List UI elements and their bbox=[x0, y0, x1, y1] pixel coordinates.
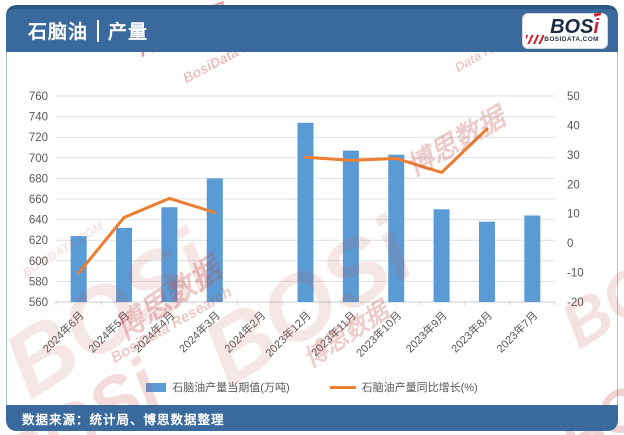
svg-text:2023年10月: 2023年10月 bbox=[353, 308, 404, 359]
svg-text:-20: -20 bbox=[567, 297, 584, 309]
logo-text: BOSi bbox=[550, 15, 599, 38]
logo-subtext: BOSIDATA.COM bbox=[544, 35, 599, 43]
chart-panel: 560 580 600 620 640 660 680 700 720 740 760 -20 -10 0… bbox=[6, 52, 618, 405]
header-bar: 石脑油 产量 BOSi BOSIDATA.COM bbox=[6, 5, 618, 52]
title-left: 石脑油 bbox=[28, 22, 89, 43]
svg-text:720: 720 bbox=[29, 132, 48, 144]
svg-text:0: 0 bbox=[567, 238, 573, 250]
svg-text:2024年2月: 2024年2月 bbox=[221, 308, 268, 355]
title-right: 产量 bbox=[108, 22, 149, 43]
svg-text:760: 760 bbox=[29, 91, 48, 103]
svg-text:-10: -10 bbox=[567, 268, 584, 280]
title-divider bbox=[97, 19, 100, 42]
svg-text:50: 50 bbox=[567, 91, 580, 103]
svg-text:2024年6月: 2024年6月 bbox=[40, 308, 87, 355]
bosi-logo: BOSi BOSIDATA.COM bbox=[522, 12, 608, 49]
logo-stripes-icon bbox=[526, 34, 544, 44]
production-chart: 560 580 600 620 640 660 680 700 720 740 760 -20 -10 0… bbox=[29, 91, 584, 360]
footer-bar: 数据来源：统计局、博思数据整理 bbox=[6, 405, 618, 431]
legend-bar-label: 石脑油产量当期值(万吨) bbox=[172, 382, 290, 394]
logo-text-i: i bbox=[593, 15, 599, 38]
svg-text:2024年5月: 2024年5月 bbox=[85, 308, 132, 355]
legend-item-line: 石脑油产量同比增长(%) bbox=[329, 379, 478, 395]
svg-text:740: 740 bbox=[29, 112, 48, 124]
legend-line-label: 石脑油产量同比增长(%) bbox=[361, 382, 478, 394]
chart-legend: 石脑油产量当期值(万吨) 石脑油产量同比增长(%) bbox=[7, 372, 617, 402]
svg-text:580: 580 bbox=[29, 276, 48, 288]
svg-text:620: 620 bbox=[29, 235, 48, 247]
svg-text:680: 680 bbox=[29, 173, 48, 185]
svg-text:600: 600 bbox=[29, 256, 48, 268]
svg-text:10: 10 bbox=[567, 209, 580, 221]
svg-text:20: 20 bbox=[567, 179, 580, 191]
data-source-text: 数据来源：统计局、博思数据整理 bbox=[22, 412, 225, 427]
svg-text:2023年11月: 2023年11月 bbox=[308, 308, 359, 359]
page-title: 石脑油 产量 bbox=[28, 17, 148, 44]
line-series-swatch-icon bbox=[329, 385, 356, 389]
legend-item-bar: 石脑油产量当期值(万吨) bbox=[146, 379, 290, 395]
svg-text:660: 660 bbox=[29, 194, 48, 206]
svg-text:700: 700 bbox=[29, 153, 48, 165]
svg-text:2023年9月: 2023年9月 bbox=[403, 308, 450, 355]
svg-text:640: 640 bbox=[29, 215, 48, 227]
logo-text-main: BOS bbox=[550, 15, 594, 38]
svg-text:2024年3月: 2024年3月 bbox=[176, 308, 223, 355]
svg-text:40: 40 bbox=[567, 120, 580, 132]
svg-text:2023年12月: 2023年12月 bbox=[262, 308, 313, 359]
svg-text:2023年7月: 2023年7月 bbox=[493, 308, 540, 355]
svg-text:560: 560 bbox=[29, 297, 48, 309]
svg-text:2024年4月: 2024年4月 bbox=[130, 308, 177, 355]
report-card: 石脑油 产量 BOSi BOSIDATA.COM 560 580 600 620 640… bbox=[6, 5, 618, 431]
svg-text:2023年8月: 2023年8月 bbox=[448, 308, 495, 355]
svg-text:30: 30 bbox=[567, 150, 580, 162]
bar-series-swatch-icon bbox=[146, 382, 167, 392]
